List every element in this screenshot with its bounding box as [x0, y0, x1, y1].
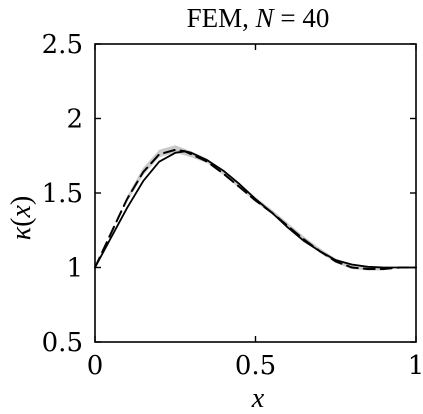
x-tick-label: 0 — [87, 351, 104, 381]
y-tick-label: 2.5 — [42, 30, 83, 60]
solid-series-line — [94, 150, 417, 269]
uncertainty-band — [127, 145, 384, 271]
series-layer — [94, 148, 417, 270]
y-tick-label: 0.5 — [42, 328, 83, 358]
y-tick-label: 1 — [66, 254, 83, 284]
y-axis-label: κ(x) — [6, 196, 37, 241]
x-axis-label: x — [251, 383, 265, 414]
tick-layer: 0 0.5 10.511.522.5 — [42, 30, 423, 381]
plot-frame — [94, 43, 417, 343]
x-tick-label: 0.5 — [235, 351, 276, 381]
y-tick-label: 2 — [66, 105, 83, 135]
y-tick-label: 1.5 — [42, 179, 83, 209]
x-tick-label: 1 — [408, 351, 423, 381]
chart-title: FEM, N = 40 — [187, 3, 330, 33]
dashed-series-line — [94, 148, 417, 270]
uncertainty-band-layer — [127, 145, 384, 271]
